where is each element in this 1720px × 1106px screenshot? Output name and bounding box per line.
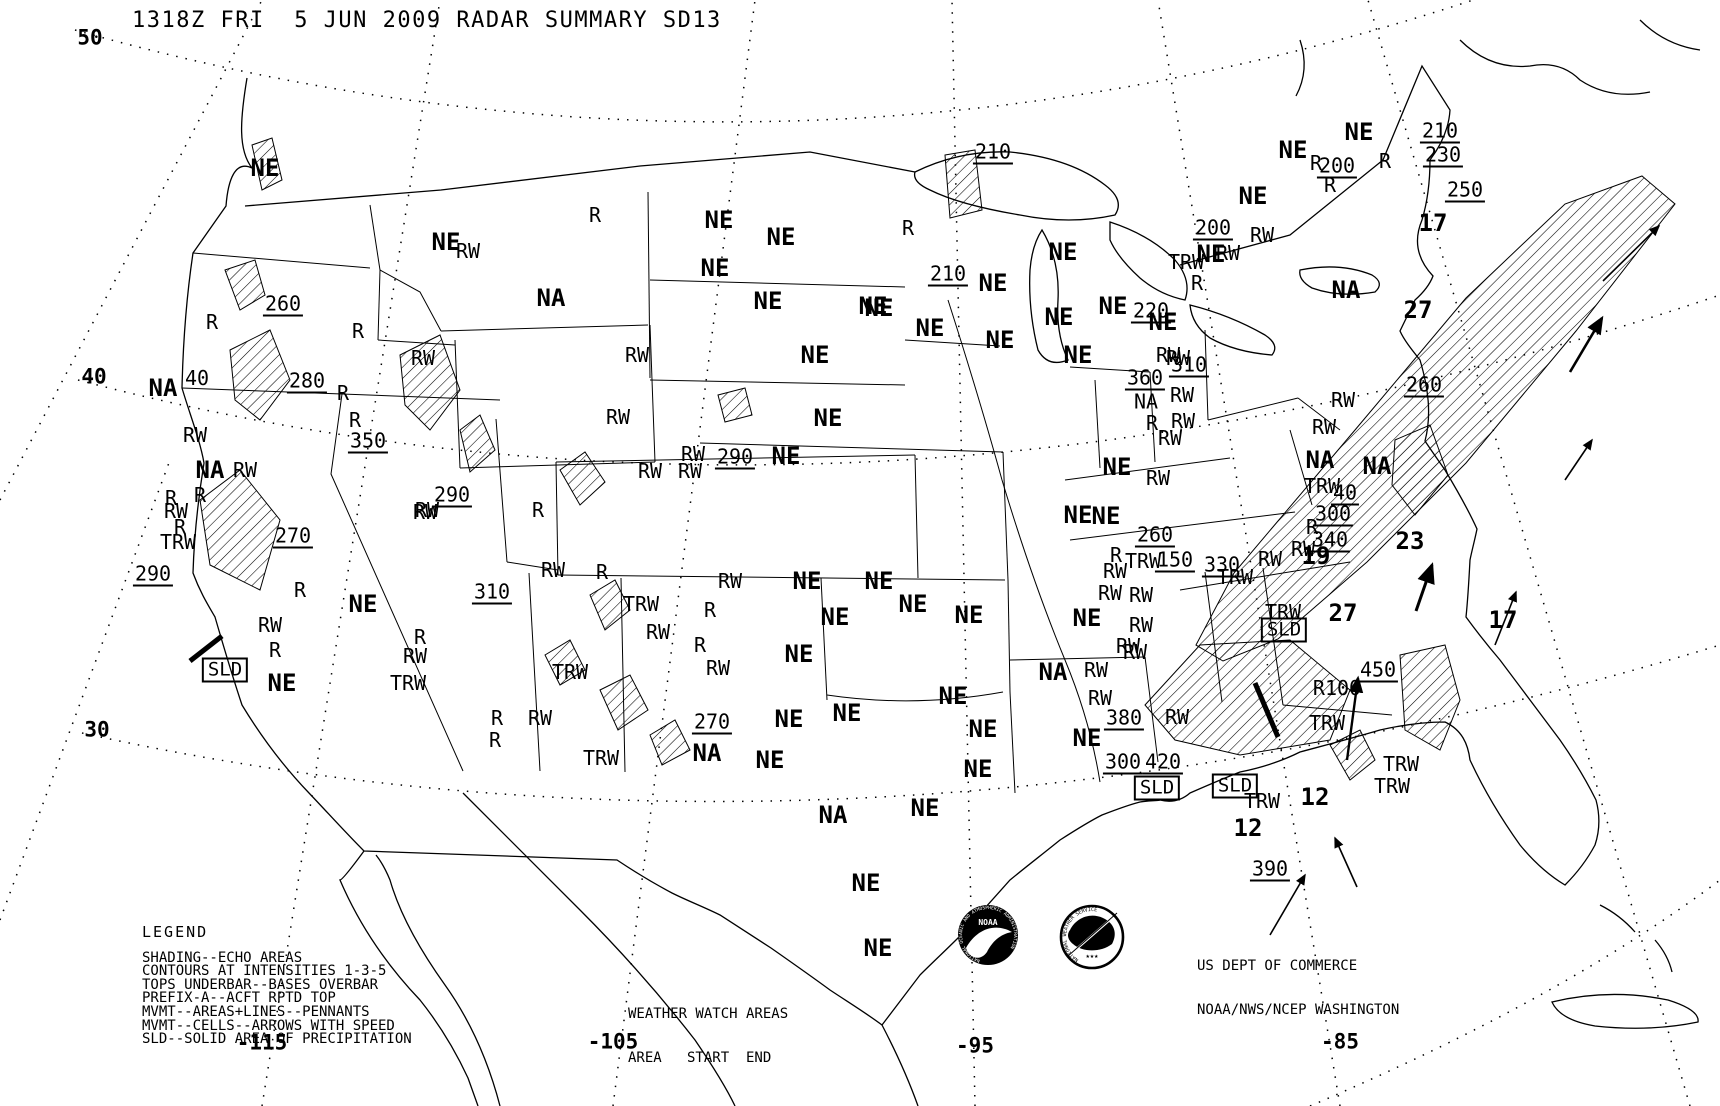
legend-block: LEGEND SHADING--ECHO AREAS CONTOURS AT IN… — [142, 923, 412, 1048]
baja-outer-coast — [339, 850, 479, 1106]
legend-lines: SHADING--ECHO AREAS CONTOURS AT INTENSITI… — [142, 949, 412, 1048]
watch-columns: AREA START END — [628, 1049, 772, 1066]
meridian-122 — [0, 459, 171, 921]
parallel-40 — [77, 294, 1720, 466]
mexico-gulf-coast — [881, 1024, 919, 1106]
bahamas-1 — [1599, 904, 1636, 933]
weather-watch-block: WEATHER WATCH AREAS AREA START END NONE — [628, 978, 788, 1106]
solid-movement-line — [1252, 682, 1281, 738]
legend-line: SLD--SOLID AREA OF PRECIPITATION — [142, 1031, 412, 1048]
noaa-logo: NOAA NATIONAL OCEANIC AND ATMOSPHERIC AD… — [958, 905, 1018, 965]
cell-arrow — [1334, 836, 1358, 888]
nws-logo: ★★★ NATIONAL WEATHER SERVICE — [1059, 904, 1125, 970]
legend-line: TOPS UNDERBAR--BASES OVERBAR — [142, 976, 379, 993]
meridian-125 — [0, 0, 263, 501]
cell-arrow — [1414, 562, 1435, 612]
echo-areas — [199, 137, 1676, 781]
echo-area-upper-michigan — [944, 149, 983, 219]
echo-area-gulf-coast — [1144, 639, 1351, 756]
meridian-105 — [612, 0, 756, 1106]
bahamas-2 — [1654, 939, 1673, 973]
lake-ontario — [1299, 266, 1380, 295]
echo-area-california — [199, 469, 281, 591]
solid-movement-line — [188, 634, 224, 663]
echo-area-florida-east — [1399, 644, 1461, 751]
agency-line2: NOAA/NWS/NCEP WASHINGTON — [1197, 1001, 1400, 1018]
lake-michigan — [1029, 228, 1069, 364]
legend-line: PREFIX-A--ACFT RPTD TOP — [142, 990, 336, 1007]
legend-line: MVMT--CELLS--ARROWS WITH SPEED — [142, 1017, 395, 1034]
baja-inner-coast — [375, 854, 501, 1106]
legend-heading: LEGEND — [142, 923, 209, 941]
echo-area-colorado-1 — [559, 451, 606, 506]
cell-arrow — [1269, 873, 1306, 936]
movement-arrows — [188, 224, 1661, 936]
svg-text:NOAA: NOAA — [978, 918, 997, 927]
coastlines — [181, 19, 1701, 1106]
lake-erie — [1189, 304, 1276, 356]
parallel-50 — [74, 0, 1476, 123]
lake-huron — [1109, 221, 1188, 301]
cell-arrow — [1345, 675, 1364, 761]
legend-line: CONTOURS AT INTENSITIES 1-3-5 — [142, 963, 387, 980]
us-outline — [181, 64, 1600, 1026]
svg-text:★★★: ★★★ — [1086, 952, 1099, 960]
echo-area-new-mexico-1 — [544, 639, 586, 686]
echo-area-northeast-band — [1195, 175, 1676, 662]
agency-line1: US DEPT OF COMMERCE — [1197, 958, 1358, 974]
cell-arrow — [1564, 438, 1593, 481]
echo-area-carolina-coast — [1391, 424, 1449, 516]
echo-area-new-mexico-3 — [649, 719, 691, 766]
cuba — [1551, 993, 1699, 1029]
echo-area-colorado-2 — [589, 579, 631, 631]
mexico-pacific-coast — [462, 792, 736, 1106]
cell-arrow — [1602, 224, 1661, 282]
agency-block: US DEPT OF COMMERCE NOAA/NWS/NCEP WASHIN… — [1197, 930, 1399, 1046]
canada-border-west — [244, 151, 916, 207]
canada-east-coast — [1459, 39, 1651, 95]
state-borders — [181, 191, 1393, 794]
echo-area-puget — [251, 137, 283, 191]
watch-heading: WEATHER WATCH AREAS — [628, 1006, 789, 1022]
lake-superior — [913, 151, 1119, 221]
meridian-75 — [1367, 0, 1691, 1106]
legend-line: MVMT--AREAS+LINES--PENNANTS — [142, 1003, 370, 1020]
cell-arrow — [1568, 315, 1604, 373]
parallel-30 — [81, 644, 1720, 803]
echo-area-oregon — [229, 329, 291, 421]
echo-area-idaho — [399, 334, 461, 431]
chart-title: 1318Z FRI 5 JUN 2009 RADAR SUMMARY SD13 — [132, 8, 722, 33]
echo-area-nebraska — [717, 387, 753, 423]
echo-area-nevada — [459, 414, 496, 473]
echo-area-washington — [224, 259, 266, 311]
st-lawrence — [1295, 39, 1305, 97]
legend-line: SHADING--ECHO AREAS — [142, 949, 303, 966]
cell-arrow — [1494, 590, 1517, 646]
canada-east-island — [1639, 19, 1701, 51]
